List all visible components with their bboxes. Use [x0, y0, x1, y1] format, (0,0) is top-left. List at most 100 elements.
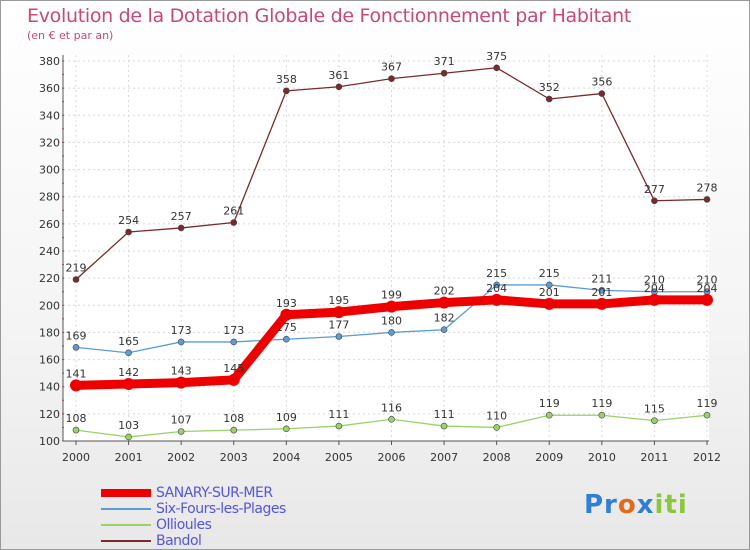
data-point	[177, 338, 185, 346]
data-point	[125, 349, 132, 357]
data-label: 173	[223, 324, 244, 337]
data-point	[227, 373, 240, 386]
data-label: 371	[434, 55, 455, 68]
data-label: 202	[434, 285, 455, 298]
data-point	[651, 417, 658, 424]
legend-swatch	[101, 524, 151, 526]
data-point	[175, 376, 188, 389]
data-label: 199	[381, 289, 402, 302]
y-tick-label: 380	[39, 55, 60, 68]
data-label: 165	[118, 335, 139, 348]
data-point	[283, 335, 290, 343]
logo-part: x	[636, 490, 655, 520]
y-tick-label: 200	[39, 299, 60, 312]
data-point	[388, 75, 395, 82]
data-point	[440, 326, 448, 334]
data-label: 119	[539, 397, 560, 410]
legend-label: Six-Fours-les-Plages	[156, 501, 286, 517]
logo-part: Pr	[584, 490, 618, 520]
data-label: 367	[381, 61, 402, 74]
data-label: 177	[328, 319, 349, 332]
y-tick-label: 100	[39, 435, 60, 448]
data-label: 358	[276, 73, 297, 86]
data-point	[493, 64, 500, 72]
data-point	[125, 433, 132, 441]
y-tick-label: 220	[39, 272, 60, 285]
data-point	[701, 293, 713, 306]
data-point	[122, 378, 135, 390]
y-tick-label: 180	[39, 326, 60, 339]
data-label: 361	[328, 69, 349, 82]
data-point	[125, 228, 132, 236]
y-tick-label: 260	[39, 218, 60, 231]
data-label: 173	[171, 324, 192, 337]
chart-title: Evolution de la Dotation Globale de Fonc…	[27, 5, 632, 27]
data-label: 254	[118, 214, 139, 227]
data-point	[72, 276, 80, 283]
x-tick-label: 2003	[220, 451, 248, 464]
data-label: 108	[66, 412, 87, 425]
data-label: 261	[223, 205, 244, 218]
proxiti-logo: Proxiti	[584, 490, 688, 520]
data-point	[598, 287, 606, 294]
data-label: 169	[66, 329, 87, 342]
y-tick-label: 140	[39, 381, 60, 394]
data-point	[230, 338, 238, 346]
data-point	[280, 308, 293, 321]
data-point	[493, 281, 500, 289]
legend-label: Bandol	[156, 533, 202, 549]
data-point	[332, 306, 345, 319]
data-point	[493, 424, 500, 431]
data-label: 182	[434, 312, 455, 325]
data-label: 210	[697, 274, 718, 287]
data-point	[283, 425, 290, 433]
data-point	[545, 411, 553, 419]
data-point	[177, 428, 185, 435]
x-tick-label: 2006	[378, 451, 406, 464]
x-tick-label: 2011	[640, 451, 668, 464]
data-label: 278	[697, 181, 718, 194]
data-point	[283, 87, 290, 95]
x-tick-label: 2001	[115, 451, 143, 464]
data-point	[230, 426, 238, 434]
x-tick-label: 2005	[325, 451, 353, 464]
data-label: 193	[276, 297, 297, 310]
data-point	[72, 426, 80, 434]
y-tick-label: 120	[39, 408, 60, 421]
x-tick-label: 2008	[483, 451, 511, 464]
data-label: 356	[591, 76, 612, 89]
data-label: 143	[171, 365, 192, 378]
data-label: 107	[171, 414, 192, 427]
data-point	[651, 197, 658, 205]
data-point	[598, 90, 606, 97]
y-tick-label: 160	[39, 354, 60, 367]
data-label: 119	[591, 397, 612, 410]
data-label: 108	[223, 412, 244, 425]
data-point	[385, 300, 398, 313]
data-label: 109	[276, 411, 297, 424]
chart-subtitle: (en € et par an)	[27, 29, 114, 42]
data-label: 210	[644, 274, 665, 287]
legend-swatch	[101, 540, 151, 542]
data-point	[438, 296, 451, 309]
data-point	[335, 422, 343, 430]
logo-part: o	[617, 490, 637, 520]
data-point	[388, 329, 395, 336]
data-label: 175	[276, 321, 297, 334]
data-point	[543, 297, 556, 310]
data-label: 215	[486, 267, 507, 280]
data-label: 111	[328, 408, 349, 421]
legend-swatch	[101, 508, 151, 510]
data-label: 201	[539, 286, 560, 299]
data-label: 119	[697, 397, 718, 410]
data-label: 116	[381, 401, 402, 414]
data-label: 201	[591, 286, 612, 299]
legend-label: Ollioules	[156, 517, 212, 533]
data-point	[440, 69, 448, 77]
data-label: 204	[697, 282, 718, 295]
data-point	[440, 422, 448, 430]
x-tick-label: 2009	[535, 451, 563, 464]
data-point	[177, 224, 185, 232]
y-tick-label: 300	[39, 164, 60, 177]
